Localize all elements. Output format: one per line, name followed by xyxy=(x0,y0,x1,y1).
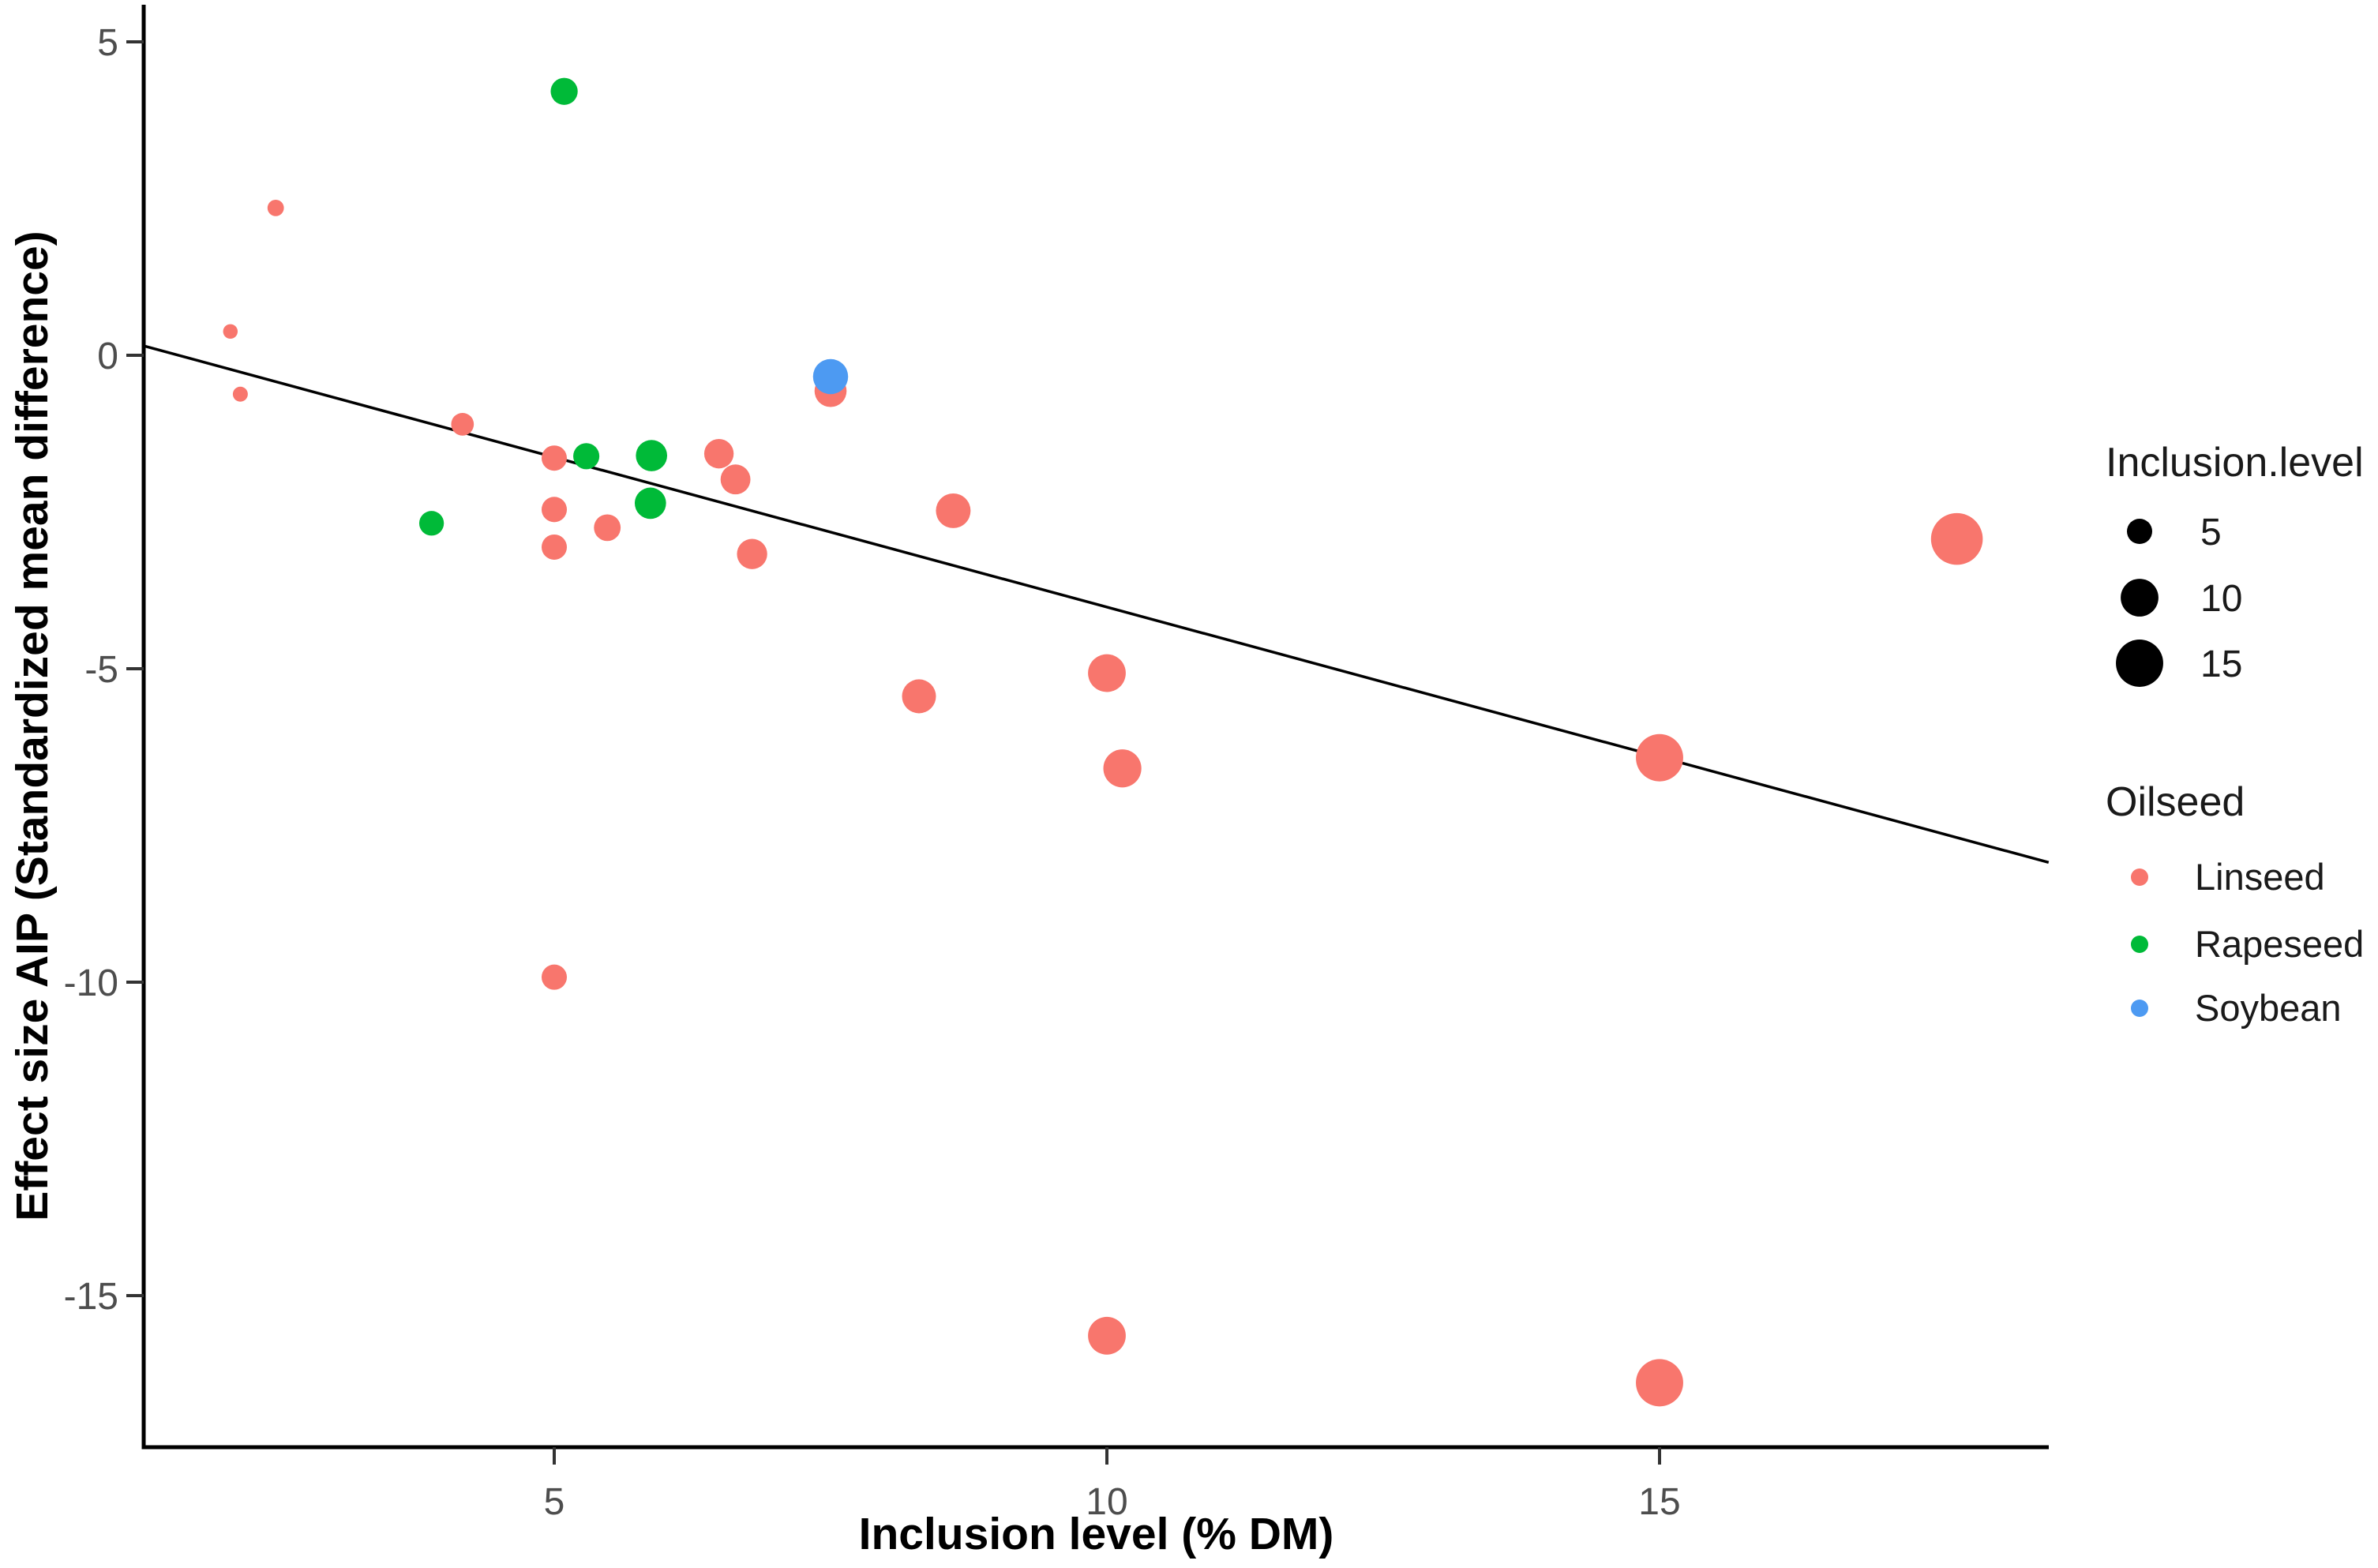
color-legend-label-linseed: Linseed xyxy=(2195,856,2325,898)
data-point-linseed xyxy=(936,493,971,528)
data-point-rapeseed xyxy=(573,443,600,470)
data-point-linseed xyxy=(541,445,568,471)
color-legend-dot-soybean xyxy=(2131,1000,2148,1017)
data-point-soybean xyxy=(812,358,849,395)
data-point-linseed xyxy=(232,386,248,402)
x-axis-tick-label: 15 xyxy=(1638,1481,1680,1523)
y-axis-tick-label: 5 xyxy=(97,22,118,64)
y-axis-tick-label: -10 xyxy=(64,962,118,1004)
data-point-linseed xyxy=(541,964,568,990)
data-point-linseed xyxy=(451,412,474,436)
data-point-linseed xyxy=(1088,654,1126,692)
data-point-rapeseed xyxy=(418,511,444,536)
y-axis-tick-label: -5 xyxy=(84,649,118,691)
data-point-linseed xyxy=(737,538,767,569)
data-point-linseed xyxy=(267,200,284,216)
data-point-linseed xyxy=(1088,1316,1126,1355)
size-legend-dot-5 xyxy=(2126,518,2153,545)
x-axis-tick-label: 10 xyxy=(1086,1481,1127,1523)
data-point-linseed xyxy=(594,514,621,542)
color-legend-title: Oilseed xyxy=(2106,779,2245,825)
data-point-rapeseed xyxy=(636,440,668,471)
y-axis-tick-label: -15 xyxy=(64,1276,118,1318)
color-legend-label-rapeseed: Rapeseed xyxy=(2195,923,2364,965)
data-point-rapeseed xyxy=(550,77,578,105)
size-legend-title: Inclusion.level xyxy=(2106,440,2364,486)
data-point-linseed xyxy=(223,324,238,339)
data-point-linseed xyxy=(1636,733,1683,782)
y-axis-tick-label: 0 xyxy=(97,336,118,377)
color-legend-dot-rapeseed xyxy=(2131,936,2148,953)
size-legend-label: 15 xyxy=(2200,643,2242,685)
x-axis-title: Inclusion level (% DM) xyxy=(859,1509,1334,1559)
data-point-linseed xyxy=(1930,512,1983,565)
size-legend-label: 5 xyxy=(2200,512,2222,553)
data-point-linseed xyxy=(1636,1359,1683,1407)
size-legend-dot-15 xyxy=(2116,640,2163,687)
data-point-linseed xyxy=(902,679,936,714)
data-point-linseed xyxy=(541,497,568,523)
data-point-rapeseed xyxy=(634,487,666,520)
data-point-linseed xyxy=(703,438,734,469)
size-legend-dot-10 xyxy=(2121,579,2159,617)
color-legend-dot-linseed xyxy=(2131,868,2148,886)
x-axis-tick-label: 5 xyxy=(544,1481,565,1523)
data-point-linseed xyxy=(720,464,751,495)
data-point-linseed xyxy=(541,534,568,560)
data-point-linseed xyxy=(1103,749,1142,788)
y-axis-title: Effect size AIP (Standardized mean diffe… xyxy=(7,231,58,1221)
color-legend-label-soybean: Soybean xyxy=(2195,987,2342,1029)
size-legend-label: 10 xyxy=(2200,578,2242,620)
